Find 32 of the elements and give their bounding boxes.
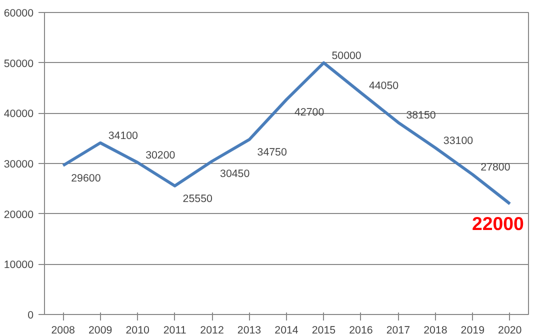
x-tick-label: 2017 — [386, 324, 410, 336]
x-tick-label: 2010 — [126, 324, 150, 336]
x-tick-label: 2018 — [424, 324, 448, 336]
x-tick-label: 2013 — [237, 324, 262, 336]
data-label: 33100 — [443, 134, 474, 147]
data-label: 44050 — [368, 80, 399, 92]
x-tick-label: 2011 — [163, 324, 186, 336]
y-tick-label: 0 — [28, 310, 34, 322]
x-tick-label: 2016 — [349, 324, 373, 336]
data-label: 29600 — [71, 172, 101, 185]
data-label: 25550 — [182, 192, 213, 205]
x-tick-label: 2014 — [274, 324, 298, 336]
y-tick-label: 40000 — [4, 108, 34, 120]
data-label: 30200 — [146, 149, 176, 162]
x-tick-label: 2012 — [200, 324, 224, 336]
y-tick-label: 50000 — [4, 58, 34, 70]
y-tick-label: 20000 — [4, 208, 34, 221]
data-label: 34750 — [257, 146, 287, 159]
x-tick-label: 2015 — [312, 324, 336, 336]
data-label: 30450 — [220, 168, 250, 180]
y-tick-label: 10000 — [4, 259, 34, 272]
y-tick-label: 30000 — [4, 158, 34, 170]
x-tick-label: 2008 — [51, 324, 76, 336]
x-tick-label: 2020 — [498, 324, 522, 336]
data-label: 27800 — [480, 162, 510, 174]
line-series — [62, 61, 512, 206]
x-tick-label: 2009 — [88, 324, 112, 336]
data-label: 34100 — [108, 130, 138, 142]
data-label: 22000 — [472, 212, 524, 234]
data-label: 50000 — [332, 50, 362, 62]
y-tick-label: 60000 — [4, 8, 34, 20]
x-tick-label: 2019 — [460, 324, 485, 336]
